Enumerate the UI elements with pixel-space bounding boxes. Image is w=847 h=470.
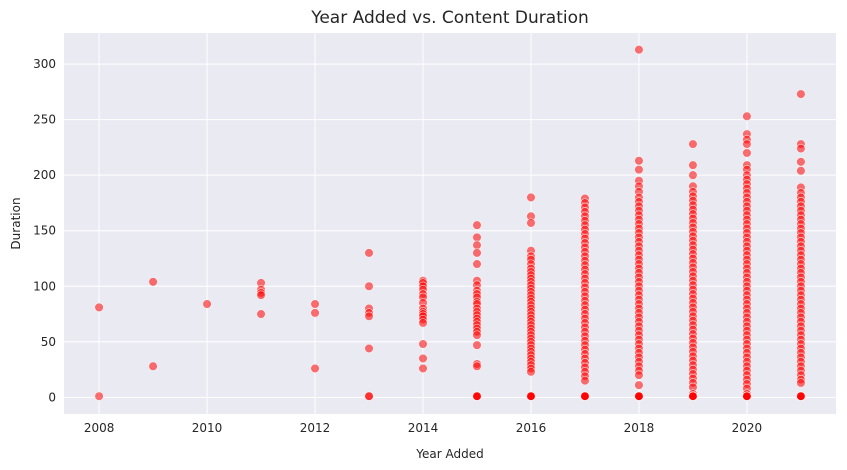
scatter-point xyxy=(580,391,590,401)
scatter-point xyxy=(364,391,374,401)
x-tick-label: 2010 xyxy=(192,421,223,435)
y-tick-label: 100 xyxy=(33,279,56,293)
scatter-point xyxy=(526,367,536,377)
data-points xyxy=(94,45,806,401)
plot-area xyxy=(64,33,836,414)
chart-title: Year Added vs. Content Duration xyxy=(310,8,589,28)
scatter-point xyxy=(418,339,428,349)
x-axis-label: Year Added xyxy=(415,447,483,461)
scatter-point xyxy=(472,240,482,250)
scatter-point xyxy=(634,391,644,401)
scatter-point xyxy=(94,391,104,401)
scatter-point xyxy=(634,380,644,390)
scatter-point xyxy=(634,165,644,175)
scatter-point xyxy=(688,391,698,401)
scatter-point xyxy=(418,353,428,364)
scatter-point xyxy=(418,318,428,328)
scatter-point xyxy=(688,170,698,180)
scatter-point xyxy=(742,391,752,401)
scatter-point xyxy=(688,160,698,170)
y-tick-label: 50 xyxy=(41,335,56,349)
scatter-point xyxy=(688,139,698,149)
scatter-point xyxy=(796,391,806,401)
scatter-point xyxy=(634,156,644,166)
scatter-point xyxy=(364,343,374,354)
scatter-point xyxy=(418,363,428,374)
scatter-point xyxy=(202,299,212,309)
x-tick-label: 2014 xyxy=(408,421,439,435)
scatter-point xyxy=(526,218,536,228)
scatter-point xyxy=(472,330,482,340)
scatter-point xyxy=(148,361,158,371)
y-axis-label: Duration xyxy=(9,197,23,249)
scatter-point xyxy=(742,111,752,121)
scatter-point xyxy=(310,308,320,318)
scatter-point xyxy=(472,361,482,371)
x-tick-label: 2008 xyxy=(84,421,115,435)
x-tick-label: 2018 xyxy=(624,421,655,435)
y-tick-label: 250 xyxy=(33,113,56,127)
scatter-point xyxy=(364,248,374,258)
scatter-point xyxy=(256,309,266,319)
scatter-point xyxy=(310,299,320,309)
scatter-point xyxy=(580,376,590,386)
x-tick-label: 2016 xyxy=(516,421,547,435)
tick-labels: 2008 2010 2012 2014 2016 2018 2020 0 50 100 150 200… xyxy=(33,57,762,435)
scatter-point xyxy=(364,281,374,291)
scatter-point xyxy=(796,143,806,154)
x-tick-label: 2012 xyxy=(300,421,331,435)
scatter-point xyxy=(796,157,806,167)
scatter-point xyxy=(472,391,482,401)
scatter-point xyxy=(472,248,482,258)
y-tick-label: 150 xyxy=(33,224,56,238)
scatter-point xyxy=(796,378,806,388)
scatter-point xyxy=(634,370,644,380)
y-tick-label: 0 xyxy=(48,390,56,404)
x-tick-label: 2020 xyxy=(732,421,763,435)
scatter-point xyxy=(472,340,482,350)
scatter-point xyxy=(310,363,320,374)
scatter-point xyxy=(796,89,806,99)
y-tick-label: 300 xyxy=(33,57,56,71)
scatter-point xyxy=(526,192,536,202)
scatter-point xyxy=(634,45,644,55)
scatter-point xyxy=(256,290,266,300)
scatter-point xyxy=(796,166,806,176)
scatter-point xyxy=(742,139,752,149)
scatter-point xyxy=(472,220,482,230)
scatter-point xyxy=(148,277,158,287)
scatter-point xyxy=(472,259,482,269)
y-tick-label: 200 xyxy=(33,168,56,182)
scatter-point xyxy=(472,232,482,242)
scatter-point xyxy=(742,148,752,158)
scatter-point xyxy=(94,302,104,312)
scatter-point xyxy=(364,311,374,321)
scatter-point xyxy=(526,391,536,401)
